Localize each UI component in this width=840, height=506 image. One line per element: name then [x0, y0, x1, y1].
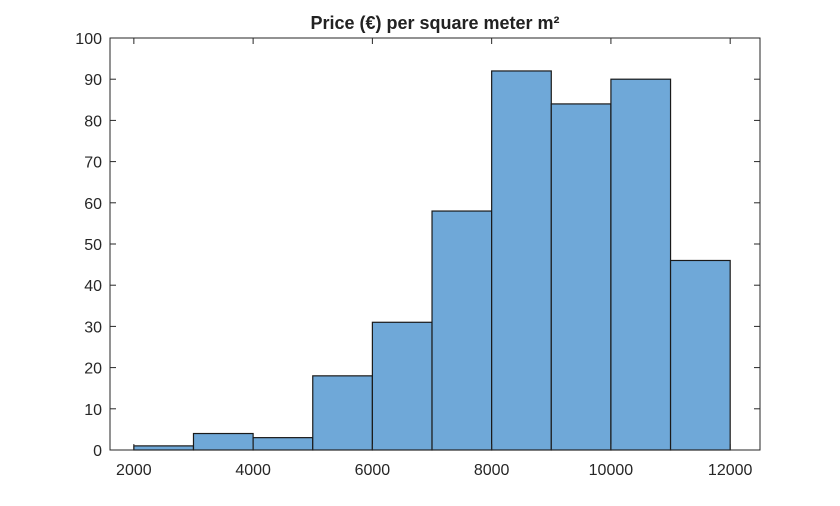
ticks-group: 0 10 20 30 40 50 60 70 80 90 100 2000 4000 6000 8000 10… [75, 31, 760, 479]
x-tick-label: 6000 [355, 462, 391, 479]
y-tick-label: 30 [84, 319, 102, 336]
y-tick-label: 10 [84, 402, 102, 419]
y-tick-label: 40 [84, 278, 102, 295]
histogram-bar-4 [371, 321, 433, 451]
x-tick-label: 2000 [116, 462, 152, 479]
histogram-bar-3 [312, 375, 373, 451]
histogram-bar-1 [192, 432, 254, 451]
histogram-bar-6 [491, 70, 552, 451]
y-tick-label: 60 [84, 196, 102, 213]
chart-title: Price (€) per square meter m² [310, 13, 559, 33]
histogram-bar-2 [252, 437, 314, 451]
x-tick-label: 8000 [474, 462, 510, 479]
histogram-bar-5 [431, 210, 493, 451]
histogram-bar-8 [610, 78, 672, 451]
y-tick-label: 20 [84, 361, 102, 378]
y-tick-label: 70 [84, 155, 102, 172]
histogram-bar-0 [133, 445, 195, 451]
x-tick-label: 4000 [235, 462, 271, 479]
y-tick-label: 100 [75, 31, 102, 48]
histogram-bar-9 [669, 259, 731, 451]
y-tick-label: 50 [84, 237, 102, 254]
x-tick-label: 10000 [589, 462, 634, 479]
histogram-bar-7 [550, 103, 612, 451]
x-tick-label: 12000 [708, 462, 753, 479]
y-tick-label: 90 [84, 72, 102, 89]
y-tick-label: 80 [84, 113, 102, 130]
bars-group [133, 70, 731, 451]
y-tick-label: 0 [93, 443, 102, 460]
